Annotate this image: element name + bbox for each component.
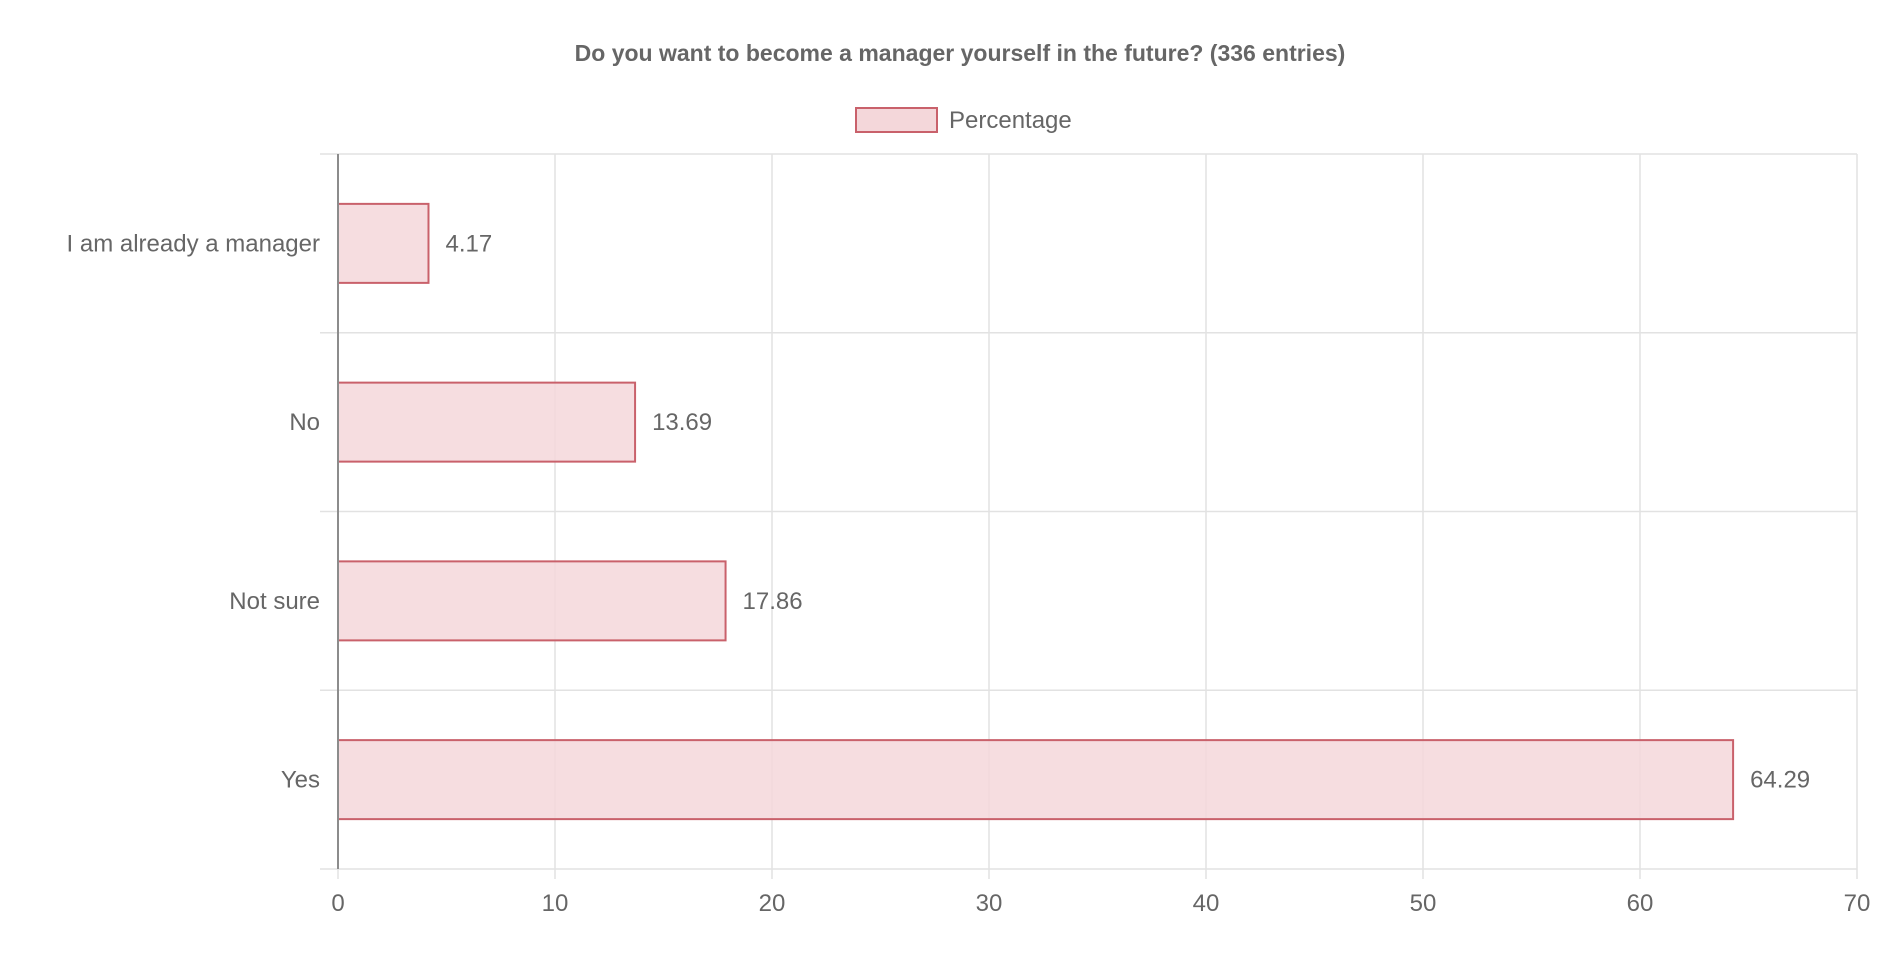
legend-swatch-percentage [855, 107, 938, 133]
data-label: 13.69 [652, 409, 712, 436]
data-label: 17.86 [743, 588, 803, 615]
category-label: No [289, 409, 320, 436]
bar[interactable] [337, 739, 1735, 821]
x-tick-label: 50 [1410, 890, 1437, 917]
x-tick-label: 70 [1844, 890, 1871, 917]
x-tick-label: 10 [542, 890, 569, 917]
bars [337, 202, 1735, 821]
x-tick-label: 30 [976, 890, 1003, 917]
category-label: I am already a manager [67, 230, 320, 257]
category-label: Yes [281, 767, 320, 794]
x-tick-label: 40 [1193, 890, 1220, 917]
grid [320, 153, 1858, 879]
x-tick-label: 0 [331, 890, 344, 917]
labels: 0 10 20 30 40 50 60 70 I am already a manager 4.1… [67, 230, 1871, 917]
legend[interactable]: Percentage [855, 107, 1072, 134]
bar[interactable] [337, 381, 637, 463]
data-label: 4.17 [445, 230, 492, 257]
bar[interactable] [337, 202, 430, 284]
bar[interactable] [337, 560, 727, 642]
x-tick-label: 20 [759, 890, 786, 917]
legend-label-percentage: Percentage [949, 107, 1072, 134]
x-tick-label: 60 [1627, 890, 1654, 917]
data-label: 64.29 [1750, 767, 1810, 794]
category-label: Not sure [229, 588, 320, 615]
chart-title: Do you want to become a manager yourself… [575, 40, 1346, 66]
